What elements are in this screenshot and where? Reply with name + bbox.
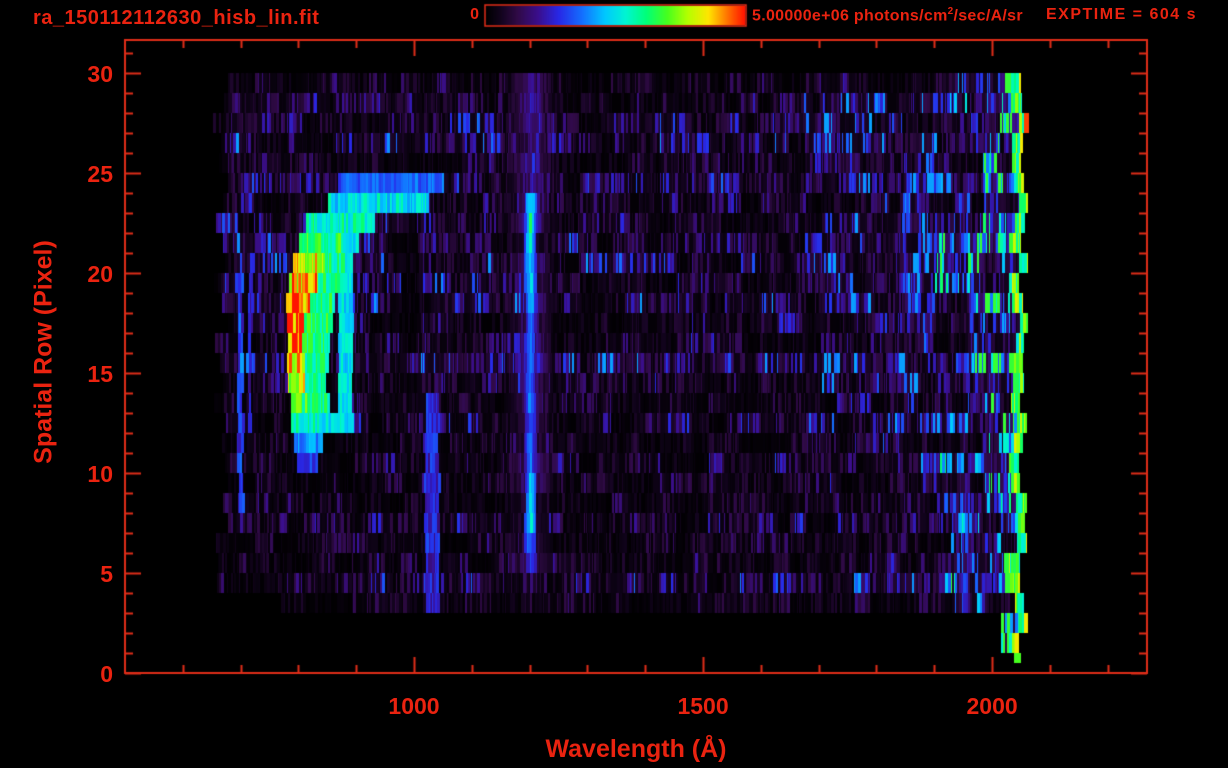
y-tick-label: 25	[87, 161, 113, 187]
colorbar-units-rest: /sec/A/sr	[953, 7, 1023, 25]
exptime-label: EXPTIME = 604 s	[1046, 6, 1198, 23]
y-tick-label: 5	[100, 561, 113, 587]
y-tick-label: 10	[87, 461, 113, 487]
x-tick-label: 2000	[966, 693, 1018, 719]
file-title: ra_150112112630_hisb_lin.fit	[33, 7, 320, 29]
colorbar-units-superscript: 2	[947, 6, 954, 17]
colorbar-max-value: 5.00000e+06	[752, 7, 850, 25]
colorbar-units: photons/cm	[849, 7, 948, 25]
y-tick-label: 30	[87, 61, 113, 87]
y-tick-label: 15	[87, 361, 113, 387]
colorbar-min-label: 0	[470, 6, 479, 23]
x-tick-label: 1500	[677, 693, 729, 719]
x-axis-title: Wavelength (Å)	[545, 735, 727, 763]
colorbar-max-label: 5.00000e+06 photons/cm2/sec/A/sr	[752, 6, 1023, 25]
x-tick-label: 1000	[388, 693, 440, 719]
y-tick-label: 20	[87, 261, 113, 287]
y-tick-label: 0	[100, 661, 113, 687]
